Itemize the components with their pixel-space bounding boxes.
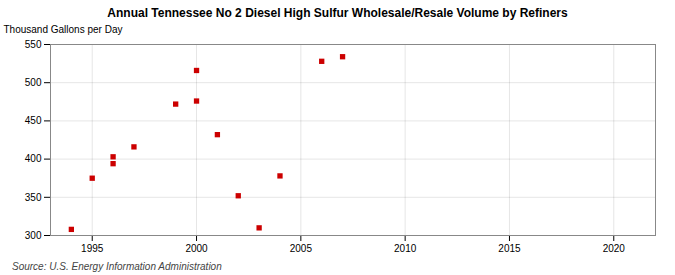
svg-text:2020: 2020 — [603, 243, 626, 254]
svg-text:300: 300 — [25, 230, 42, 241]
svg-text:2000: 2000 — [185, 243, 208, 254]
svg-text:350: 350 — [25, 192, 42, 203]
svg-text:500: 500 — [25, 77, 42, 88]
html-text:Annual Tennessee No 2 Diesel H: Annual Tennessee No 2 Diesel High Sulfur… — [107, 6, 568, 20]
html-text:Source: U.S. Energy Informatio: Source: U.S. Energy Information Administ… — [12, 261, 222, 272]
svg-text:400: 400 — [25, 153, 42, 164]
svg-text:2010: 2010 — [394, 243, 417, 254]
svg-text:550: 550 — [25, 39, 42, 50]
svg-text:Thousand Gallons per Day: Thousand Gallons per Day — [4, 24, 123, 35]
svg-text:450: 450 — [25, 115, 42, 126]
svg-text:1995: 1995 — [81, 243, 104, 254]
svg-text:2005: 2005 — [290, 243, 313, 254]
svg-text:2015: 2015 — [498, 243, 521, 254]
